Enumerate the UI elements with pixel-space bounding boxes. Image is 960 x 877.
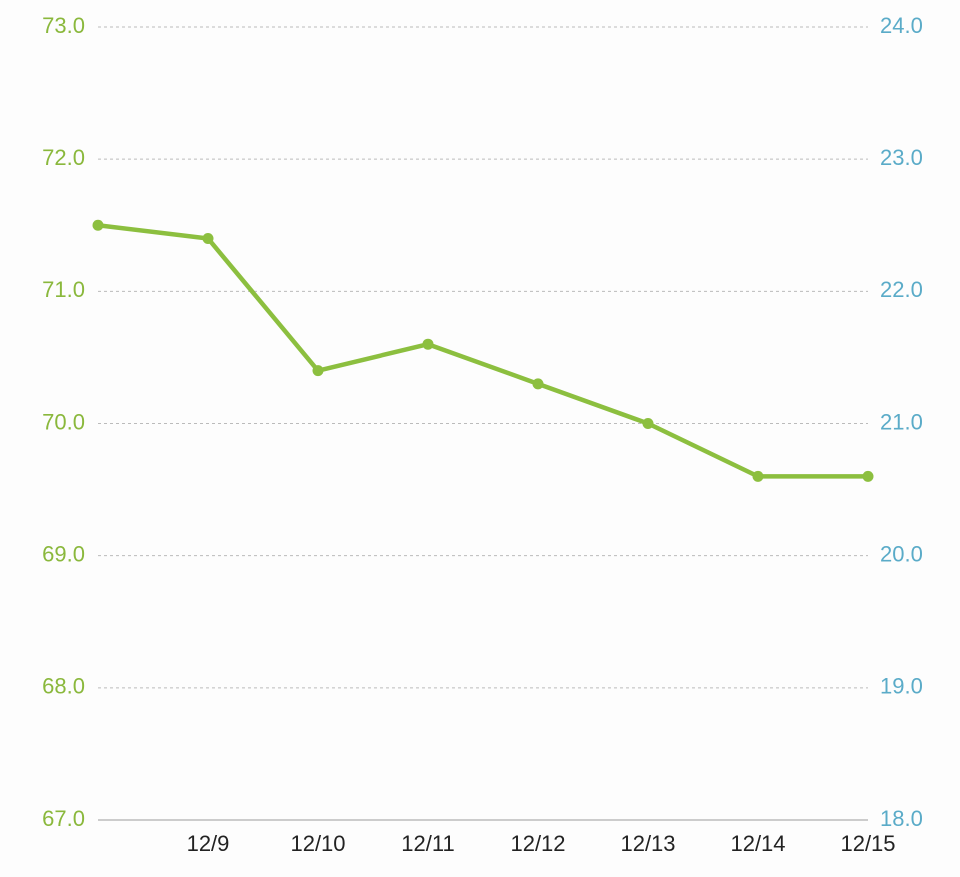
x-tick-label: 12/14 [730,831,785,856]
x-tick-label: 12/11 [401,831,454,856]
y-tick-label: 69.0 [42,541,85,566]
y2-tick-label: 22.0 [880,277,923,302]
y-tick-label: 68.0 [42,674,85,699]
x-tick-label: 12/13 [620,831,675,856]
data-point [202,232,214,244]
x-tick-label: 12/12 [510,831,565,856]
x-tick-label: 12/15 [840,831,895,856]
data-line [97,223,868,479]
data-point [92,219,104,231]
y-tick-label: 67.0 [42,806,85,831]
x-tick-label: 12/9 [187,831,230,856]
y-tick-label: 71.0 [42,277,85,302]
data-point [752,470,764,482]
y2-tick-label: 21.0 [880,409,923,434]
y2-tick-label: 20.0 [880,541,923,566]
y2-tick-label: 19.0 [880,674,923,699]
y2-tick-label: 18.0 [880,806,923,831]
y2-tick-label: 24.0 [880,13,923,38]
y-tick-label: 73.0 [42,13,85,38]
data-point [642,418,654,429]
data-point [312,365,324,377]
y-tick-label: 72.0 [42,145,85,170]
x-tick-label: 12/10 [290,831,345,856]
data-point [532,378,544,390]
data-point [422,338,434,350]
y-tick-label: 70.0 [42,409,85,434]
data-point [862,470,874,482]
y2-tick-label: 23.0 [880,145,923,170]
